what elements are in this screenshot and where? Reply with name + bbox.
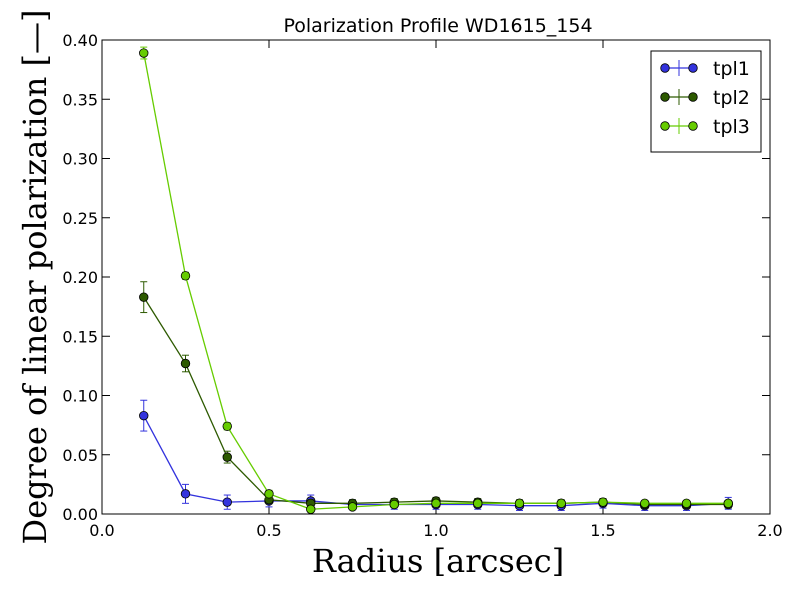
- legend-item-tpl1: tpl1: [660, 58, 750, 80]
- data-point: [139, 48, 149, 58]
- y-tick-label: 0.30: [62, 150, 98, 169]
- y-axis-label: Degree of linear polarization [—]: [16, 10, 54, 545]
- data-point: [222, 452, 232, 462]
- y-tick-label: 0.25: [62, 209, 98, 228]
- x-tick-label: 0.0: [89, 521, 114, 540]
- legend-marker: [688, 63, 698, 73]
- data-point: [389, 499, 399, 510]
- series-line: [143, 296, 729, 506]
- y-tick-label: 0.20: [62, 268, 98, 287]
- x-tick-label: 0.5: [256, 521, 281, 540]
- data-point: [222, 497, 232, 507]
- x-tick-label: 1.0: [423, 521, 448, 540]
- data-point: [514, 498, 525, 509]
- legend-label: tpl1: [713, 58, 750, 80]
- axis-ticks: 0.0 0.5 1.0 1.5 2.0 0.00 0.05 0.10 0.15 0.20 0.25 0…: [62, 31, 782, 540]
- y-tick-label: 0.00: [62, 505, 98, 524]
- series-layer: [139, 46, 733, 514]
- data-point: [347, 502, 358, 512]
- data-point: [431, 498, 441, 509]
- x-tick-label: 1.5: [590, 521, 615, 540]
- legend-item-tpl2: tpl2: [660, 87, 750, 109]
- data-point: [180, 271, 191, 281]
- chart-title: Polarization Profile WD1615_154: [283, 15, 592, 37]
- data-point: [681, 498, 692, 509]
- series-line: [143, 52, 729, 510]
- data-point: [180, 489, 191, 499]
- x-tick-label: 2.0: [757, 521, 782, 540]
- legend-marker: [660, 92, 670, 102]
- legend-label: tpl3: [713, 116, 750, 138]
- data-point: [598, 497, 608, 507]
- legend-label: tpl2: [713, 87, 750, 109]
- plot-frame: [101, 39, 771, 515]
- series-tpl3: [139, 46, 733, 514]
- y-tick-label: 0.10: [62, 387, 98, 406]
- data-point: [306, 504, 316, 514]
- legend-marker: [688, 121, 698, 131]
- data-point: [222, 421, 232, 432]
- y-tick-label: 0.05: [62, 446, 98, 465]
- data-point: [723, 498, 733, 509]
- data-point: [264, 489, 274, 499]
- data-point: [139, 292, 149, 302]
- data-point: [139, 410, 149, 421]
- data-point: [473, 498, 483, 509]
- y-tick-label: 0.40: [62, 31, 98, 50]
- data-point: [556, 498, 566, 509]
- legend-item-tpl3: tpl3: [660, 116, 750, 138]
- data-point: [640, 498, 650, 509]
- legend: tpl1 tpl2 tpl3: [650, 50, 762, 153]
- y-tick-label: 0.35: [62, 90, 98, 109]
- series-tpl2: [139, 281, 733, 510]
- y-tick-label: 0.15: [62, 327, 98, 346]
- legend-marker: [688, 92, 698, 102]
- data-point: [180, 358, 191, 369]
- legend-marker: [660, 121, 670, 131]
- legend-marker: [660, 63, 670, 73]
- x-axis-label: Radius [arcsec]: [312, 542, 564, 580]
